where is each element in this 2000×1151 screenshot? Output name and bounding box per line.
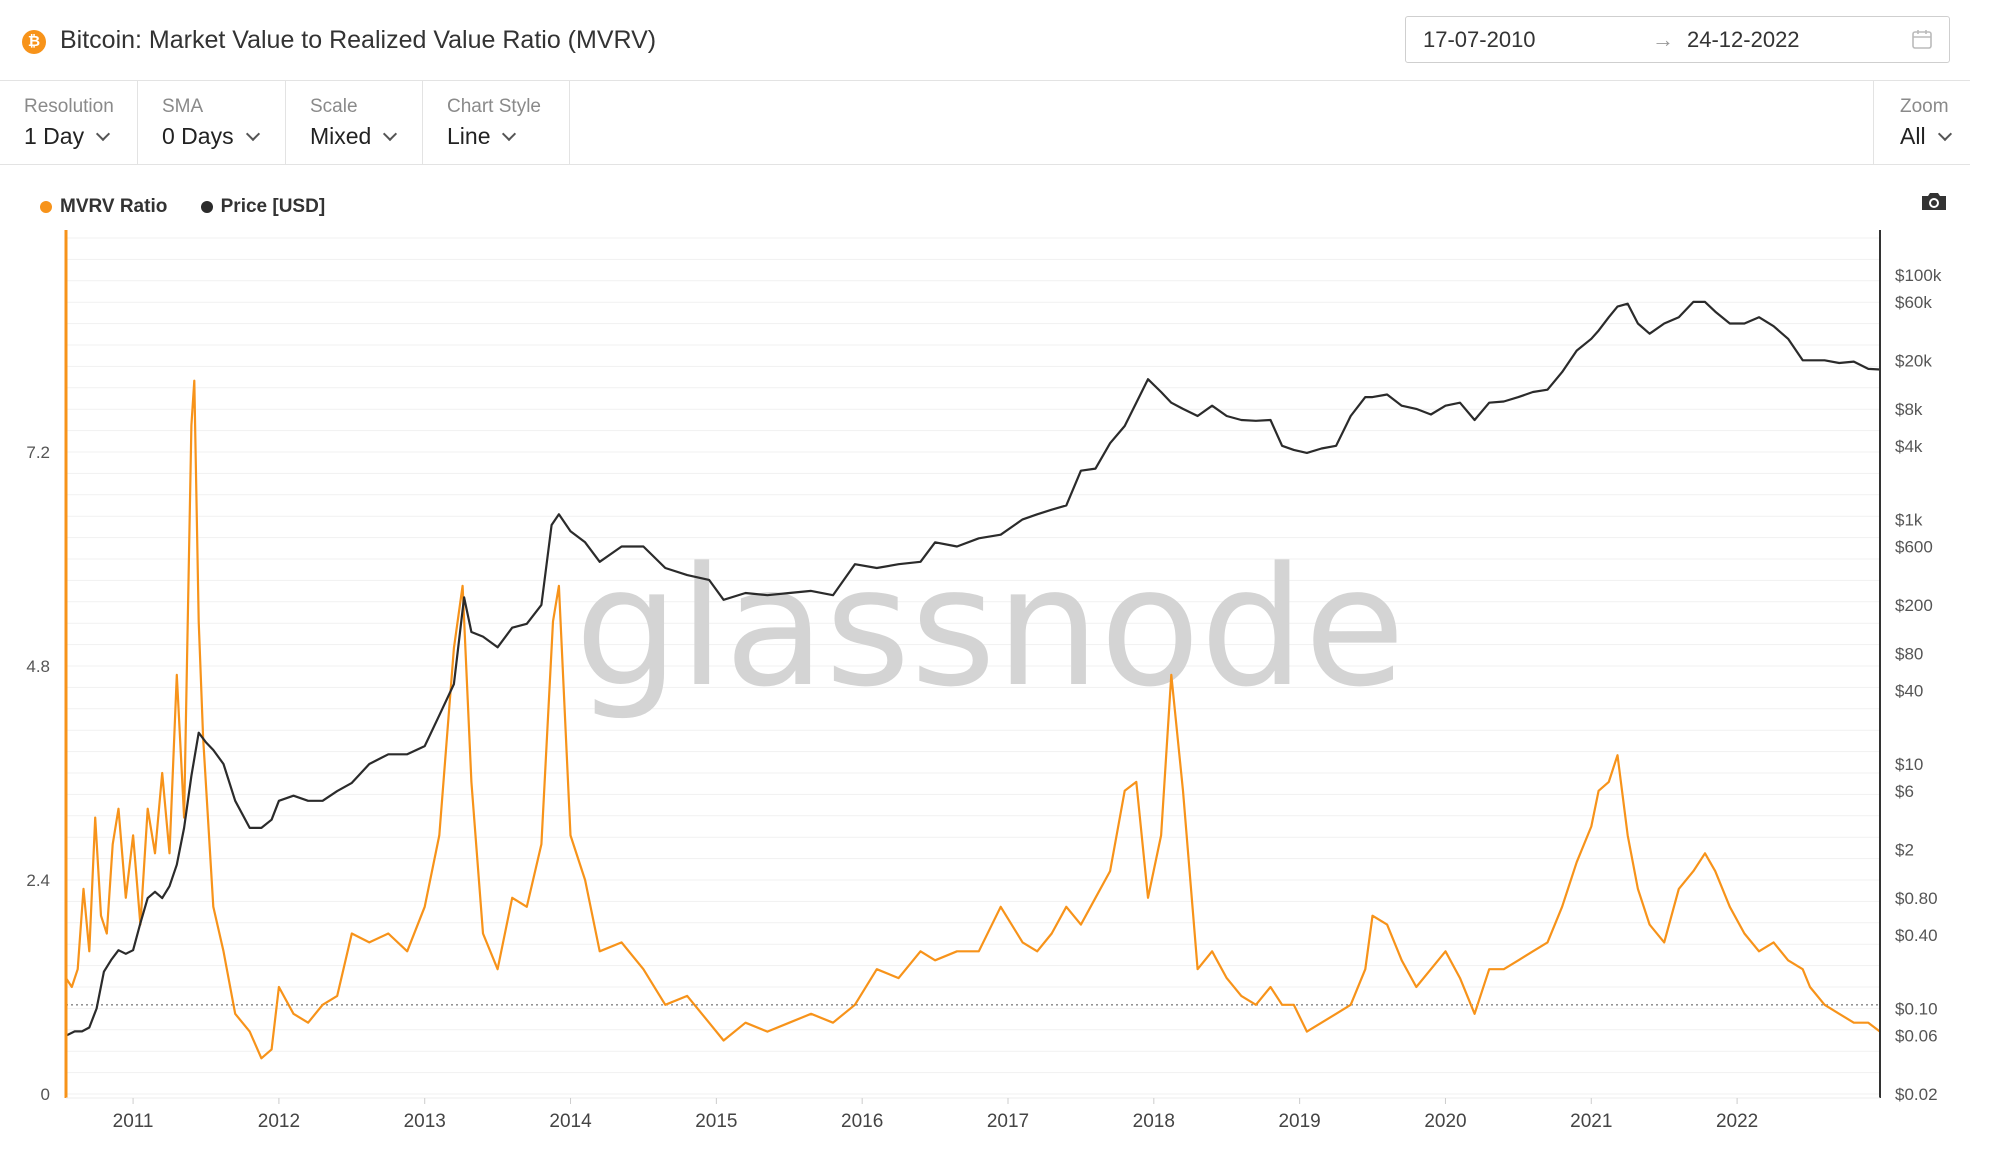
x-tick-label: 2015 [695,1111,737,1130]
right-tick-label: $10 [1895,755,1923,774]
x-tick-label: 2014 [549,1111,592,1130]
watermark: glassnode [575,532,1405,723]
resolution-select[interactable]: Resolution 1 Day [0,81,138,164]
sma-label: SMA [162,96,204,117]
scale-value[interactable]: Mixed [310,123,398,150]
legend-item-mvrv[interactable]: MVRV Ratio [40,196,167,218]
scale-label: Scale [310,96,358,117]
chevron-down-icon [383,126,398,142]
x-tick-label: 2022 [1716,1111,1758,1130]
chart-style-value[interactable]: Line [447,123,517,150]
chart-axes [64,230,1881,1099]
right-tick-label: $40 [1895,681,1923,700]
right-tick-label: $200 [1895,596,1933,615]
date-start-input[interactable]: 17-07-2010 [1423,27,1536,52]
left-axis: 0 2.4 4.8 7.2 [26,443,50,1104]
x-tick-label: 2019 [1278,1111,1320,1130]
right-axis: $100k $60k $20k $8k $4k $1k $600 $200 $80 $40 $10 $… [1895,266,1942,1104]
zoom-value[interactable]: All [1900,123,1952,150]
right-tick-label: $2 [1895,840,1914,859]
right-tick-label: $0.10 [1895,1000,1938,1019]
right-tick-label: $6 [1895,782,1914,801]
chart-controls: Resolution 1 Day SMA 0 Days Scale Mixed … [0,81,1970,165]
chart-style-label: Chart Style [447,96,541,117]
legend-dot-icon [200,201,213,213]
calendar-icon[interactable] [1911,28,1933,50]
right-tick-label: $0.02 [1895,1085,1938,1104]
resolution-value[interactable]: 1 Day [24,123,111,150]
sma-select[interactable]: SMA 0 Days [138,81,286,164]
right-tick-label: $100k [1895,266,1942,285]
chart-grid [66,237,1880,1095]
left-tick-label: 4.8 [26,657,50,676]
chart-style-select[interactable]: Chart Style Line [423,81,570,164]
right-tick-label: $8k [1895,400,1923,419]
x-tick-label: 2018 [1133,1111,1175,1130]
left-tick-label: 0 [41,1085,50,1104]
scale-select[interactable]: Scale Mixed [286,81,423,164]
right-tick-label: $0.40 [1895,926,1938,945]
legend-item-price[interactable]: Price [USD] [200,196,325,218]
x-tick-label: 2013 [404,1111,446,1130]
mvrv-chart[interactable]: glassnode 0 2.4 4.8 7.2 $100k $60k $20k $8k $4k… [0,230,1970,1130]
chevron-down-icon [245,126,260,142]
right-tick-label: $600 [1895,538,1933,557]
zoom-select[interactable]: Zoom All [1873,81,1970,164]
series-line-mvrv [65,379,1881,1060]
right-tick-label: $0.80 [1895,889,1938,908]
right-tick-label: $4k [1895,437,1923,456]
date-range-picker[interactable]: 17-07-2010 → 24-12-2022 [1405,16,1950,63]
page-title: Bitcoin: Market Value to Realized Value … [60,26,657,54]
date-end-input[interactable]: 24-12-2022 [1687,27,1800,52]
x-tick-label: 2012 [258,1111,300,1130]
left-tick-label: 2.4 [26,871,50,890]
date-range-arrow-icon: → [1652,27,1674,52]
chevron-down-icon [502,126,517,142]
camera-icon[interactable] [1920,190,1948,212]
x-tick-label: 2020 [1424,1111,1466,1130]
left-tick-label: 7.2 [26,443,50,462]
chevron-down-icon [96,126,111,142]
series-line-price [65,300,1881,1037]
right-tick-label: $1k [1895,510,1923,529]
chart-legend: MVRV Ratio Price [USD] [40,196,353,218]
x-axis: 2011 2012 2013 2014 2015 2016 2017 2018 2019 2020… [113,1098,1758,1130]
right-tick-label: $80 [1895,645,1923,664]
right-tick-label: $0.06 [1895,1027,1938,1046]
right-tick-label: $60k [1895,293,1932,312]
resolution-label: Resolution [24,96,114,117]
x-tick-label: 2016 [841,1111,883,1130]
x-tick-label: 2021 [1570,1111,1612,1130]
bitcoin-logo-icon: ₿ [22,30,46,54]
right-tick-label: $20k [1895,351,1932,370]
x-tick-label: 2011 [113,1111,154,1130]
x-tick-label: 2017 [987,1111,1029,1130]
zoom-label: Zoom [1900,96,1949,117]
legend-dot-icon [40,201,52,213]
sma-value[interactable]: 0 Days [162,123,260,150]
chevron-down-icon [1937,126,1952,142]
header-bar: ₿ Bitcoin: Market Value to Realized Valu… [0,0,1970,81]
